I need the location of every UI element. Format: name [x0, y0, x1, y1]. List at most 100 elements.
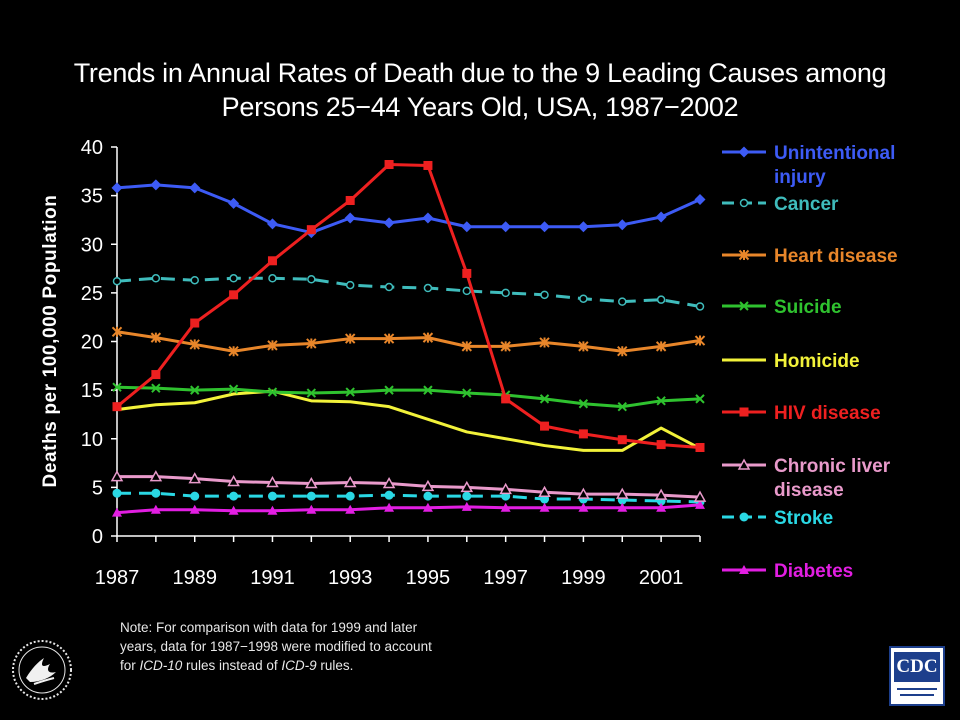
legend-item-suicide: Suicide — [722, 297, 842, 318]
series-line-hiv-disease — [116, 163, 701, 449]
data-point-unintentional-injury — [228, 197, 240, 209]
data-point-diabetes — [228, 505, 239, 515]
data-point-diabetes — [539, 502, 550, 512]
y-tick-label: 25 — [81, 283, 103, 305]
legend-item-heart-disease: Heart disease — [722, 246, 898, 267]
data-point-suicide — [228, 384, 239, 394]
data-point-hiv-disease — [112, 402, 122, 412]
data-point-unintentional-injury — [461, 221, 473, 233]
legend-label-diabetes: Diabetes — [774, 561, 853, 582]
data-point-unintentional-injury — [500, 221, 512, 233]
data-point-heart-disease — [111, 326, 123, 337]
legend-item-diabetes: Diabetes — [722, 561, 853, 582]
data-point-cancer — [112, 276, 122, 286]
y-tick-label: 30 — [81, 234, 103, 256]
data-point-cancer — [423, 283, 433, 293]
data-point-chronic-liver-disease — [149, 470, 163, 482]
y-axis-label: Deaths per 100,000 Population — [40, 195, 61, 488]
data-point-suicide — [112, 382, 122, 392]
data-point-diabetes — [422, 502, 433, 512]
data-point-unintentional-injury — [616, 219, 628, 231]
cdc-logo-text: CDC — [894, 652, 940, 682]
data-point-hiv-disease — [501, 394, 511, 404]
series-diabetes — [112, 499, 705, 517]
data-point-cancer — [151, 274, 161, 283]
legend-label-heart-disease: Heart disease — [774, 246, 898, 267]
series-line-cancer — [116, 276, 701, 308]
data-point-chronic-liver-disease — [343, 475, 357, 488]
data-point-diabetes — [150, 504, 161, 514]
series-line-suicide — [116, 385, 701, 409]
data-point-chronic-liver-disease — [577, 487, 590, 499]
data-point-suicide — [267, 387, 278, 397]
data-point-suicide — [462, 388, 472, 398]
data-point-stroke — [229, 491, 239, 501]
data-point-cancer — [384, 282, 394, 292]
legend-label-chronic-liver-disease: disease — [774, 480, 844, 501]
y-tick-label: 35 — [81, 186, 103, 208]
data-point-hiv-disease — [306, 225, 316, 235]
data-point-chronic-liver-disease — [188, 472, 202, 484]
footnote-icd10: ICD-10 — [139, 658, 183, 673]
cdc-logo: CDC — [889, 646, 945, 706]
data-point-diabetes — [112, 507, 122, 517]
data-point-chronic-liver-disease — [693, 490, 707, 502]
legend-marker-diabetes — [739, 565, 749, 574]
data-point-diabetes — [306, 504, 317, 514]
data-point-heart-disease — [150, 332, 162, 343]
series-line-stroke — [117, 491, 701, 504]
data-point-hiv-disease — [695, 443, 705, 453]
data-point-hiv-disease — [617, 435, 627, 445]
legend-marker-hiv-disease — [739, 407, 749, 417]
data-point-heart-disease — [267, 340, 278, 351]
data-point-chronic-liver-disease — [421, 479, 435, 492]
data-point-diabetes — [578, 502, 589, 512]
data-point-hiv-disease — [345, 195, 355, 205]
chart-legend: Unintentional injury Cancer Heart disease Su… — [722, 143, 898, 582]
data-point-stroke — [384, 490, 394, 500]
data-point-stroke — [112, 488, 122, 498]
data-point-heart-disease — [422, 332, 434, 343]
data-point-heart-disease — [189, 339, 200, 350]
legend-label-cancer: Cancer — [774, 194, 839, 215]
data-point-unintentional-injury — [344, 212, 356, 224]
data-point-unintentional-injury — [655, 211, 667, 223]
x-tick-label: 1987 — [95, 567, 140, 589]
legend-item-hiv-disease: HIV disease — [722, 403, 881, 424]
data-point-cancer — [579, 294, 588, 303]
data-point-hiv-disease — [267, 256, 277, 266]
chart-axes: 0 5 10 15 20 25 30 35 40 1987 1989 1991 1993 1995 1997… — [81, 137, 701, 589]
data-point-stroke — [462, 491, 472, 501]
data-point-stroke — [267, 491, 277, 501]
data-point-chronic-liver-disease — [266, 475, 279, 488]
y-tick-label: 0 — [92, 526, 103, 548]
series-homicide — [116, 389, 701, 452]
data-point-hiv-disease — [656, 440, 666, 450]
footnote-line-3: for ICD-10 rules instead of ICD-9 rules. — [120, 656, 540, 675]
y-tick-label: 5 — [92, 477, 103, 499]
data-point-hiv-disease — [190, 318, 200, 328]
series-unintentional-injury — [111, 179, 706, 239]
legend-label-suicide: Suicide — [774, 297, 842, 318]
data-point-heart-disease — [344, 333, 356, 344]
data-point-stroke — [306, 491, 316, 501]
data-point-chronic-liver-disease — [305, 476, 318, 489]
footnote-line-3-start: for — [120, 658, 140, 673]
data-point-heart-disease — [578, 341, 589, 352]
data-point-stroke — [151, 488, 161, 498]
data-point-stroke — [190, 491, 200, 501]
footnote-line-1: Note: For comparison with data for 1999 … — [120, 620, 418, 635]
data-point-unintentional-injury — [694, 194, 706, 206]
data-point-heart-disease — [461, 341, 473, 352]
y-tick-label: 10 — [81, 429, 103, 451]
data-point-heart-disease — [500, 341, 511, 352]
legend-label-stroke: Stroke — [774, 508, 833, 529]
series-line-unintentional-injury — [116, 183, 701, 235]
y-tick-label: 15 — [81, 380, 103, 402]
data-point-cancer — [462, 286, 472, 296]
series-heart-disease — [111, 326, 706, 357]
footnote-line-2: years, data for 1987−1998 were modified … — [120, 639, 432, 654]
chart-series-layer — [110, 160, 707, 517]
data-point-heart-disease — [539, 337, 550, 348]
data-point-diabetes — [617, 502, 628, 512]
